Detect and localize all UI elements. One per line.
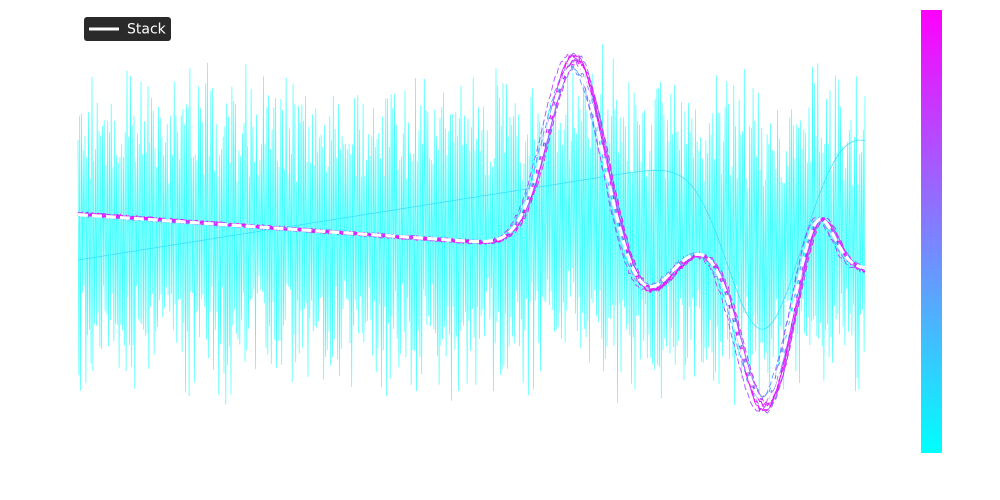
series-stacked-response-1 (77, 65, 866, 400)
series-stacked-response-8 (77, 60, 866, 405)
series-stacked-response-10 (77, 53, 865, 413)
series-stack (77, 64, 866, 401)
legend-label-stack: Stack (127, 22, 167, 38)
series-stacked-response-3 (77, 65, 866, 399)
legend-box (84, 17, 171, 41)
series-smooth-trace (77, 139, 866, 330)
series-stacked-response-7 (77, 54, 866, 412)
series-stacked-response-5 (77, 57, 866, 409)
series-stacked-response-9 (77, 59, 866, 408)
plot-area (77, 43, 866, 414)
series-noise-trace (77, 43, 866, 405)
legend: Stack (84, 17, 171, 41)
series-stacked-response-2 (77, 64, 866, 400)
series-stacked-response-4 (77, 52, 866, 414)
colorbar (921, 10, 942, 453)
series-stacked-response-6 (77, 53, 866, 413)
